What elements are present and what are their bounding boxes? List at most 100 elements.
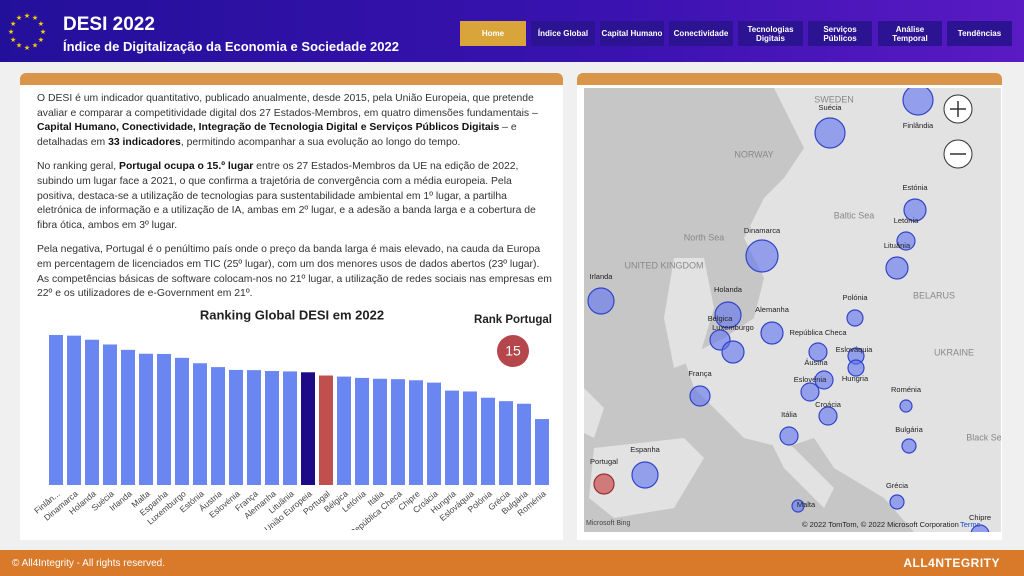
star: ★: [8, 28, 14, 36]
map-label: UKRAINE: [934, 347, 974, 357]
map-marker: [902, 88, 934, 116]
bar: [139, 353, 153, 485]
bar: [67, 335, 81, 485]
bar: [121, 349, 135, 485]
map-marker: [818, 406, 838, 426]
map-marker-label: Roménia: [891, 385, 922, 394]
bar: [175, 357, 189, 485]
map-marker-label: Eslovénia: [794, 375, 827, 384]
map-label: Baltic Sea: [834, 210, 875, 220]
star: ★: [24, 44, 30, 52]
map-marker: [885, 256, 909, 280]
bar: [409, 380, 423, 485]
star: ★: [10, 20, 16, 28]
star: ★: [16, 42, 22, 50]
map-marker-label: Holanda: [714, 285, 743, 294]
title: DESI 2022: [63, 14, 155, 35]
bar: [229, 369, 243, 485]
map-marker: [689, 385, 711, 407]
map-marker-label: Alemanha: [755, 305, 790, 314]
map-marker: [714, 301, 742, 329]
zoom-in-icon: [950, 101, 966, 117]
map-marker: [760, 321, 784, 345]
bar: [211, 367, 225, 485]
star: ★: [40, 28, 46, 36]
map-marker: [800, 382, 820, 402]
footer: © All4Integrity - All rights reserved. A…: [0, 550, 1024, 576]
map-marker-label: Grécia: [886, 481, 909, 490]
nav-button[interactable]: Serviços Públicos: [808, 21, 872, 46]
nav-button[interactable]: Capital Humano: [600, 21, 664, 46]
rank-value: 15: [505, 343, 521, 359]
bar: [499, 401, 513, 485]
brand: ALL4NTEGRITY: [903, 556, 1000, 570]
map-marker: [903, 198, 927, 222]
map-marker: [814, 117, 846, 149]
map-label: UNITED KINGDOM: [624, 260, 703, 270]
bar: [301, 372, 315, 485]
map-marker-label: República Checa: [789, 328, 847, 337]
nav-button[interactable]: Tecnologias Digitais: [738, 21, 803, 46]
bar: [391, 379, 405, 485]
map-marker-label: Itália: [781, 410, 798, 419]
text-run: Pela negativa, Portugal é o penúltimo pa…: [37, 244, 552, 300]
map-marker-label: Letónia: [894, 216, 919, 225]
bar: [265, 370, 279, 485]
map-marker-label: Luxemburgo: [712, 323, 754, 332]
bar: [319, 375, 333, 485]
map-marker-label: Dinamarca: [744, 226, 781, 235]
map-marker-label: Bulgária: [895, 425, 923, 434]
subtitle: Índice de Digitalização da Economia e So…: [63, 39, 399, 54]
map-marker: [896, 231, 916, 251]
nav-button[interactable]: Conectividade: [669, 21, 733, 46]
map-label: Black Se: [966, 432, 1001, 442]
star: ★: [38, 36, 44, 44]
map-marker-label: Bélgica: [708, 314, 733, 323]
bar: [157, 353, 171, 485]
bar: [103, 344, 117, 485]
nav-button[interactable]: Análise Temporal: [878, 21, 942, 46]
bar: [373, 378, 387, 485]
text-run: Capital Humano, Conectividade, Integraçã…: [37, 122, 500, 134]
bar: [283, 371, 297, 485]
bar: [247, 370, 261, 485]
map-label: SWEDEN: [814, 94, 854, 104]
nav-button[interactable]: Home: [460, 21, 526, 46]
map-label: NORWAY: [734, 149, 773, 159]
map-marker: [791, 499, 805, 513]
map-marker: [901, 438, 917, 454]
bar: [463, 391, 477, 485]
text-run: No ranking geral,: [37, 161, 120, 173]
map-terms[interactable]: Terms: [960, 520, 981, 529]
map-marker-label: Malta: [797, 500, 816, 509]
map-marker: [846, 309, 864, 327]
chart: Ranking Global DESI em 2022 Rank Portuga…: [32, 307, 552, 530]
map-attribution: © 2022 TomTom, © 2022 Microsoft Corporat…: [802, 520, 959, 529]
bar: [193, 363, 207, 485]
map-marker-label: Polónia: [842, 293, 868, 302]
paragraph: O DESI é um indicador quantitativo, publ…: [37, 92, 552, 150]
map-marker: [593, 473, 615, 495]
paragraph: No ranking geral, Portugal ocupa o 15.º …: [37, 160, 552, 233]
map: Microsoft Bing © 2022 TomTom, © 2022 Mic…: [584, 88, 1001, 532]
map-marker: [587, 287, 615, 315]
bar: [337, 376, 351, 485]
nav-button[interactable]: Índice Global: [531, 21, 595, 46]
bar: [535, 419, 549, 485]
map-marker: [970, 524, 990, 532]
map-marker: [847, 359, 865, 377]
map-marker-label: Áustria: [804, 358, 828, 367]
chart-title: Ranking Global DESI em 2022: [200, 307, 384, 322]
map-marker-label: Espanha: [630, 445, 660, 454]
land: [764, 428, 834, 508]
copyright: © All4Integrity - All rights reserved.: [12, 558, 165, 569]
star: ★: [16, 14, 22, 22]
map-marker: [899, 399, 913, 413]
text-run: , permitindo acompanhar a sua evolução a…: [180, 136, 461, 148]
map-marker-label: França: [688, 369, 712, 378]
text-run: entre os 27 Estados-Membros da UE na edi…: [37, 161, 536, 231]
rank-label: Rank Portugal: [474, 314, 552, 326]
map-marker-label: Portugal: [590, 457, 618, 466]
nav-button[interactable]: Tendências: [947, 21, 1012, 46]
